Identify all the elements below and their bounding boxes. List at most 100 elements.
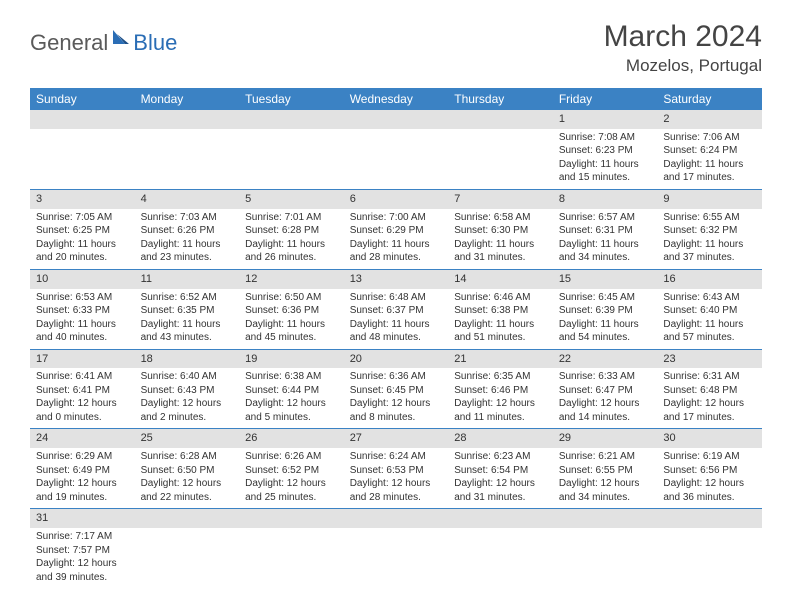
weekday-header: Monday [135,88,240,110]
day-detail-line: Sunset: 6:52 PM [245,464,338,478]
calendar-day-cell: 29Sunrise: 6:21 AMSunset: 6:55 PMDayligh… [553,429,658,509]
day-detail-line: Sunset: 6:24 PM [663,144,756,158]
day-number: 8 [553,190,658,209]
day-detail-line: Daylight: 12 hours [454,397,547,411]
day-detail-line: and 11 minutes. [454,411,547,425]
day-detail-line: and 34 minutes. [559,491,652,505]
day-detail-line: Sunrise: 6:33 AM [559,370,652,384]
day-detail-line: and 2 minutes. [141,411,234,425]
location: Mozelos, Portugal [604,56,762,76]
day-number: 1 [553,110,658,129]
day-number [344,509,449,528]
day-detail-line: Daylight: 11 hours [663,158,756,172]
day-detail-line: Daylight: 12 hours [350,397,443,411]
day-detail-line: and 40 minutes. [36,331,129,345]
day-detail-line: Daylight: 11 hours [663,318,756,332]
day-detail-line: Sunset: 6:49 PM [36,464,129,478]
day-number: 15 [553,270,658,289]
calendar-day-cell: 13Sunrise: 6:48 AMSunset: 6:37 PMDayligh… [344,269,449,349]
day-detail-line: Sunset: 6:47 PM [559,384,652,398]
calendar-empty-cell [239,110,344,189]
day-details: Sunrise: 6:31 AMSunset: 6:48 PMDaylight:… [657,368,762,428]
day-number: 22 [553,350,658,369]
day-number: 10 [30,270,135,289]
day-detail-line: Sunset: 6:53 PM [350,464,443,478]
day-detail-line: Sunset: 6:29 PM [350,224,443,238]
day-detail-line: Sunset: 6:54 PM [454,464,547,478]
day-number [344,110,449,129]
weekday-header-row: SundayMondayTuesdayWednesdayThursdayFrid… [30,88,762,110]
day-details: Sunrise: 6:41 AMSunset: 6:41 PMDaylight:… [30,368,135,428]
day-detail-line: Daylight: 12 hours [663,477,756,491]
day-number [135,110,240,129]
day-detail-line: Sunset: 6:30 PM [454,224,547,238]
day-details: Sunrise: 6:28 AMSunset: 6:50 PMDaylight:… [135,448,240,508]
day-details: Sunrise: 6:50 AMSunset: 6:36 PMDaylight:… [239,289,344,349]
day-number: 28 [448,429,553,448]
day-detail-line: Sunset: 6:45 PM [350,384,443,398]
calendar-day-cell: 3Sunrise: 7:05 AMSunset: 6:25 PMDaylight… [30,189,135,269]
day-detail-line: and 28 minutes. [350,251,443,265]
calendar-day-cell: 9Sunrise: 6:55 AMSunset: 6:32 PMDaylight… [657,189,762,269]
logo-text-general: General [30,30,108,56]
day-detail-line: and 57 minutes. [663,331,756,345]
day-detail-line: Daylight: 12 hours [141,397,234,411]
day-number [553,509,658,528]
day-detail-line: Sunrise: 6:26 AM [245,450,338,464]
day-number [135,509,240,528]
day-detail-line: Sunset: 6:35 PM [141,304,234,318]
day-detail-line: Sunrise: 7:17 AM [36,530,129,544]
day-detail-line: and 17 minutes. [663,411,756,425]
day-detail-line: and 22 minutes. [141,491,234,505]
day-detail-line: Sunset: 6:31 PM [559,224,652,238]
day-number [239,509,344,528]
day-detail-line: Daylight: 11 hours [350,238,443,252]
day-detail-line: Sunset: 6:25 PM [36,224,129,238]
weekday-header: Tuesday [239,88,344,110]
day-detail-line: Sunrise: 6:45 AM [559,291,652,305]
day-detail-line: Sunrise: 6:41 AM [36,370,129,384]
calendar-empty-cell [344,110,449,189]
weekday-header: Sunday [30,88,135,110]
day-number: 5 [239,190,344,209]
day-detail-line: Daylight: 11 hours [36,318,129,332]
day-detail-line: Sunset: 6:46 PM [454,384,547,398]
day-detail-line: Sunrise: 6:46 AM [454,291,547,305]
day-detail-line: and 31 minutes. [454,491,547,505]
day-number: 13 [344,270,449,289]
day-details: Sunrise: 6:40 AMSunset: 6:43 PMDaylight:… [135,368,240,428]
day-number: 25 [135,429,240,448]
day-detail-line: Sunset: 6:23 PM [559,144,652,158]
day-details: Sunrise: 6:48 AMSunset: 6:37 PMDaylight:… [344,289,449,349]
day-number: 12 [239,270,344,289]
calendar-day-cell: 1Sunrise: 7:08 AMSunset: 6:23 PMDaylight… [553,110,658,189]
calendar-day-cell: 25Sunrise: 6:28 AMSunset: 6:50 PMDayligh… [135,429,240,509]
title-block: March 2024 Mozelos, Portugal [604,20,762,76]
day-details: Sunrise: 6:52 AMSunset: 6:35 PMDaylight:… [135,289,240,349]
calendar-week-row: 10Sunrise: 6:53 AMSunset: 6:33 PMDayligh… [30,269,762,349]
calendar-empty-cell [135,110,240,189]
day-detail-line: Daylight: 11 hours [559,318,652,332]
calendar-day-cell: 11Sunrise: 6:52 AMSunset: 6:35 PMDayligh… [135,269,240,349]
day-number: 26 [239,429,344,448]
day-details: Sunrise: 6:23 AMSunset: 6:54 PMDaylight:… [448,448,553,508]
calendar-week-row: 1Sunrise: 7:08 AMSunset: 6:23 PMDaylight… [30,110,762,189]
day-detail-line: Sunset: 6:40 PM [663,304,756,318]
day-detail-line: and 34 minutes. [559,251,652,265]
day-detail-line: Sunset: 6:41 PM [36,384,129,398]
day-number: 11 [135,270,240,289]
day-detail-line: Sunset: 6:32 PM [663,224,756,238]
calendar-empty-cell [135,509,240,588]
day-detail-line: Sunrise: 6:21 AM [559,450,652,464]
day-detail-line: Sunrise: 6:55 AM [663,211,756,225]
day-number: 6 [344,190,449,209]
calendar-day-cell: 12Sunrise: 6:50 AMSunset: 6:36 PMDayligh… [239,269,344,349]
day-detail-line: Daylight: 11 hours [559,158,652,172]
day-detail-line: Sunrise: 6:48 AM [350,291,443,305]
day-detail-line: and 19 minutes. [36,491,129,505]
day-number: 7 [448,190,553,209]
day-detail-line: Sunrise: 6:36 AM [350,370,443,384]
day-detail-line: Sunset: 6:55 PM [559,464,652,478]
day-detail-line: Daylight: 12 hours [36,557,129,571]
day-details: Sunrise: 7:05 AMSunset: 6:25 PMDaylight:… [30,209,135,269]
